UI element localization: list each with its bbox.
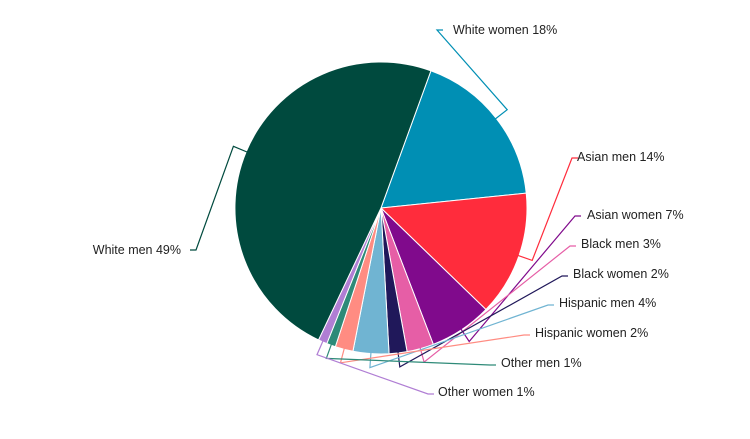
slice-label: White women 18% bbox=[453, 23, 557, 37]
slice-label: Black men 3% bbox=[581, 237, 661, 251]
slice-label: Hispanic women 2% bbox=[535, 326, 648, 340]
slice-label: Other women 1% bbox=[438, 385, 535, 399]
slice-label: Hispanic men 4% bbox=[559, 296, 656, 310]
label-connector bbox=[435, 29, 509, 123]
slice-label: Black women 2% bbox=[573, 267, 669, 281]
label-connector bbox=[513, 157, 578, 262]
label-connector bbox=[418, 245, 576, 364]
slice-label: Asian men 14% bbox=[577, 150, 665, 164]
slice-label: Asian women 7% bbox=[587, 208, 684, 222]
label-connector bbox=[325, 339, 496, 366]
slice-label: White men 49% bbox=[93, 243, 181, 257]
label-connector bbox=[190, 145, 253, 251]
label-connector bbox=[339, 334, 530, 364]
label-connector bbox=[316, 336, 434, 395]
label-connector bbox=[457, 215, 581, 343]
slice-label: Other men 1% bbox=[501, 356, 582, 370]
